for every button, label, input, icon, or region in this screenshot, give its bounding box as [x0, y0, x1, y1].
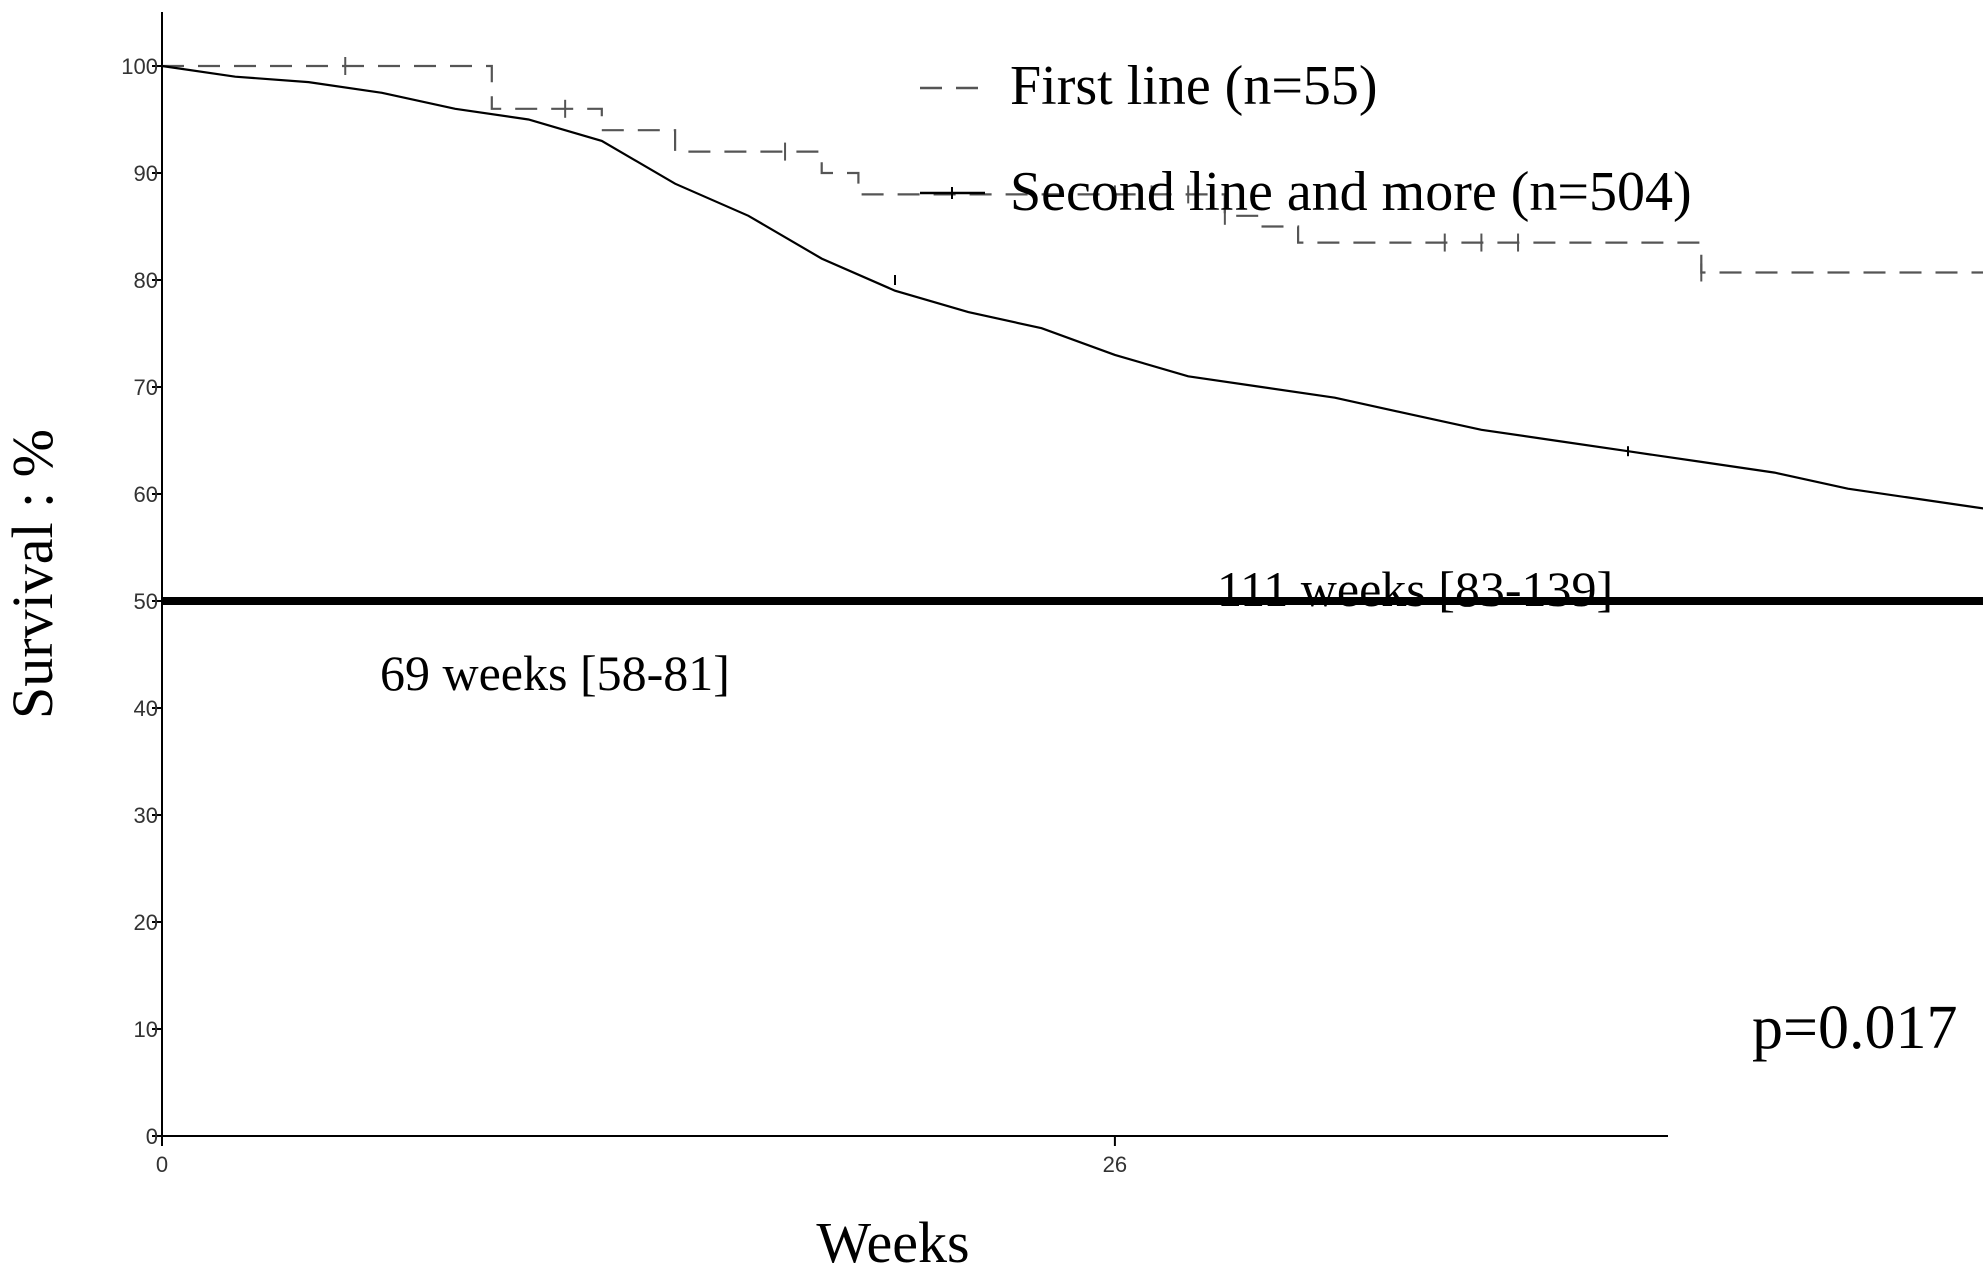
- legend: First line (n=55) Second line and more (…: [920, 55, 1692, 223]
- y-tick-label: 0: [146, 1124, 158, 1149]
- y-axis-title: Survival : %: [0, 429, 65, 719]
- median-annotation-first-line: 111 weeks [83-139]: [1217, 561, 1613, 617]
- axes: [161, 12, 1668, 1137]
- y-tick-label: 90: [134, 161, 158, 186]
- median-annotation-second-line: 69 weeks [58-81]: [380, 645, 730, 701]
- y-tick-label: 70: [134, 375, 158, 400]
- y-tick-label: 50: [134, 589, 158, 614]
- series-layer: [161, 57, 1983, 510]
- x-tick-label: 0: [156, 1152, 168, 1177]
- y-tick-label: 80: [134, 268, 158, 293]
- y-tick-label: 30: [134, 803, 158, 828]
- y-tick-label: 40: [134, 696, 158, 721]
- p-value: p=0.017: [1752, 994, 1957, 1062]
- series-line-first-line: [162, 64, 1983, 274]
- y-tick-label: 100: [121, 54, 158, 79]
- legend-label-second-line: Second line and more (n=504): [1010, 161, 1692, 223]
- y-tick-label: 60: [134, 482, 158, 507]
- x-tick-label: 26: [1103, 1152, 1127, 1177]
- legend-label-first-line: First line (n=55): [1010, 55, 1378, 117]
- median-layer: [162, 597, 1983, 605]
- ticks: 02652781041301560102030405060708090100: [121, 54, 1127, 1177]
- y-tick-label: 20: [134, 910, 158, 935]
- x-axis-title: Weeks: [816, 1210, 969, 1266]
- y-tick-label: 10: [134, 1017, 158, 1042]
- series-line-second-line: [161, 64, 1983, 510]
